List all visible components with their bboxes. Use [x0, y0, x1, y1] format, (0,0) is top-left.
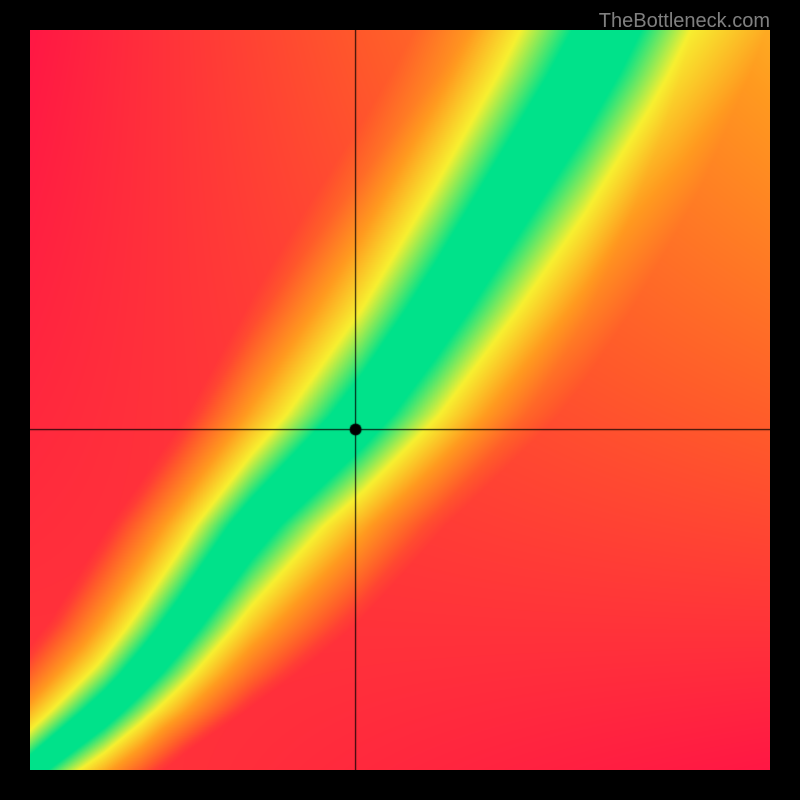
heatmap-canvas: [30, 30, 770, 770]
chart-container: TheBottleneck.com: [0, 0, 800, 800]
plot-area: [30, 30, 770, 770]
watermark-text: TheBottleneck.com: [599, 10, 770, 33]
